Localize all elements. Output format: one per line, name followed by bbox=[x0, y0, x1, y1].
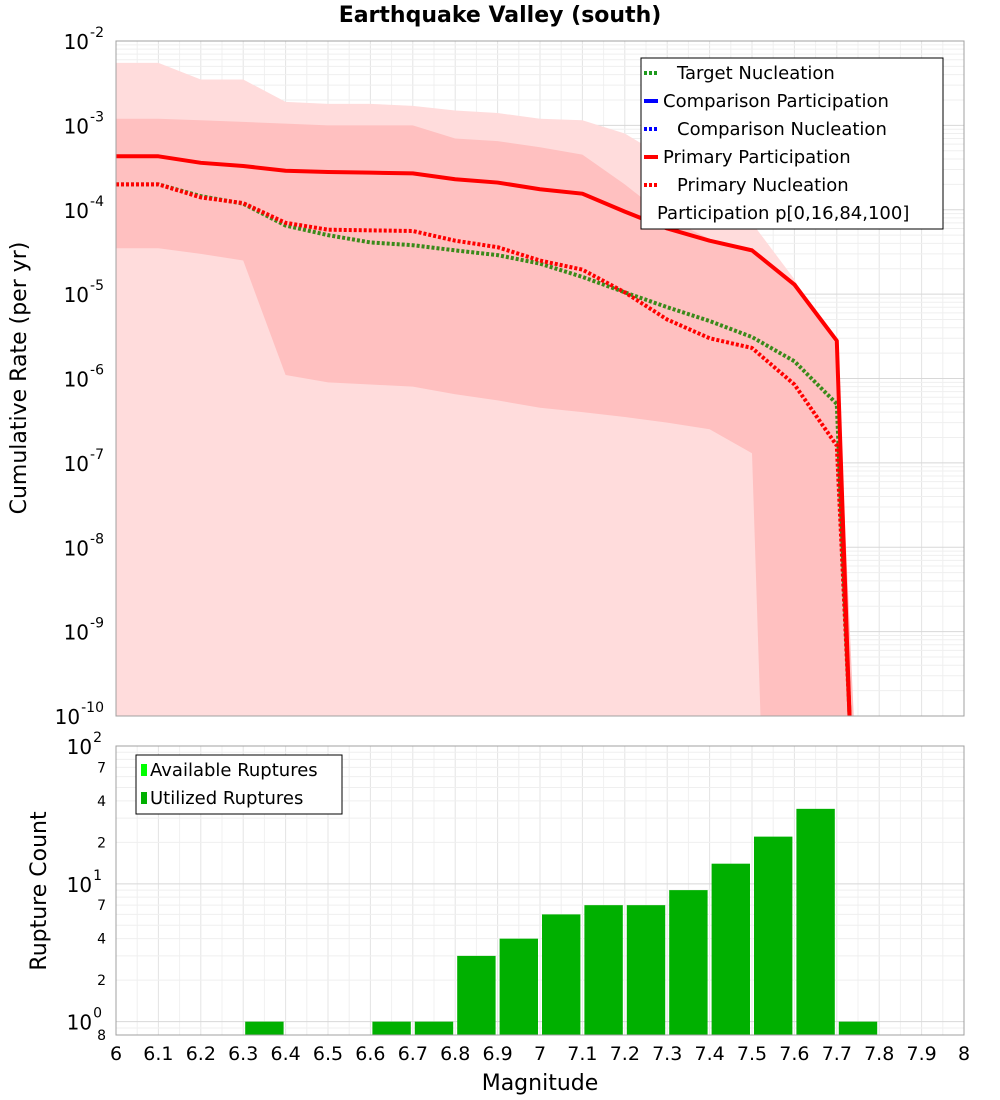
y-minor-tick-label: 2 bbox=[97, 973, 106, 989]
count-legend: Available Ruptures Utilized Ruptures bbox=[135, 754, 343, 815]
bar bbox=[754, 836, 793, 1035]
count-y-ticks: 100 101 102 8 2 4 7 2 4 7 bbox=[67, 730, 106, 1044]
y-tick-label: 10-9 bbox=[64, 616, 104, 645]
legend-label: Primary Nucleation bbox=[677, 175, 849, 196]
rate-y-ticks: 10-2 10-3 10-4 10-5 10-6 10-7 10-8 10-9 10-10 bbox=[55, 25, 104, 729]
band-p16-p84 bbox=[116, 118, 854, 716]
x-tick-label: 6.5 bbox=[313, 1043, 343, 1065]
legend-label: Utilized Ruptures bbox=[150, 788, 303, 809]
bar bbox=[372, 1021, 411, 1035]
x-tick-label: 6.4 bbox=[270, 1043, 300, 1065]
y-minor-tick-label: 4 bbox=[97, 932, 106, 948]
y-tick-label: 102 bbox=[67, 730, 102, 759]
x-tick-label: 7.7 bbox=[822, 1043, 852, 1065]
x-tick-label: 7.6 bbox=[779, 1043, 809, 1065]
y-tick-label: 10-4 bbox=[64, 194, 105, 223]
legend-label: Primary Participation bbox=[663, 147, 851, 168]
rate-legend: Target Nucleation Comparison Participatio… bbox=[640, 57, 944, 230]
bar bbox=[499, 938, 538, 1035]
count-y-label: Rupture Count bbox=[27, 811, 52, 971]
bar bbox=[711, 863, 750, 1035]
y-minor-tick-label: 4 bbox=[97, 794, 106, 810]
x-tick-label: 6.7 bbox=[398, 1043, 428, 1065]
bar bbox=[542, 914, 581, 1035]
count-plot-frame bbox=[115, 745, 965, 1036]
x-tick-label: 7 bbox=[534, 1043, 546, 1065]
rate-lines bbox=[116, 154, 852, 717]
x-tick-label: 6.8 bbox=[440, 1043, 470, 1065]
count-bars bbox=[245, 808, 878, 1035]
bar bbox=[414, 1021, 454, 1035]
y-minor-tick-label: 7 bbox=[97, 760, 106, 776]
x-tick-label: 6.9 bbox=[482, 1043, 512, 1065]
bar bbox=[838, 1021, 878, 1035]
rate-y-label: Cumulative Rate (per yr) bbox=[7, 242, 32, 515]
bar bbox=[796, 808, 835, 1035]
bar bbox=[669, 890, 708, 1035]
x-tick-label: 7.8 bbox=[864, 1043, 894, 1065]
legend-label: Comparison Nucleation bbox=[677, 119, 887, 140]
y-tick-label: 10-6 bbox=[64, 363, 105, 392]
x-tick-label: 7.4 bbox=[694, 1043, 724, 1065]
series-target-nucleation bbox=[116, 182, 852, 717]
x-tick-label: 7.9 bbox=[906, 1043, 936, 1065]
bar bbox=[245, 1021, 284, 1035]
y-minor-tick-label: 7 bbox=[97, 898, 106, 914]
chart-title: Earthquake Valley (south) bbox=[339, 3, 662, 28]
bar bbox=[584, 905, 623, 1035]
y-tick-label: 10-7 bbox=[64, 447, 104, 476]
bar bbox=[626, 905, 666, 1035]
y-tick-label: 10-2 bbox=[64, 25, 104, 54]
rate-plot: 10-2 10-3 10-4 10-5 10-6 10-7 10-8 10-9 10-10 Cu… bbox=[7, 25, 965, 729]
series-primary-nucleation bbox=[116, 182, 852, 717]
rate-plot-frame bbox=[115, 40, 965, 717]
x-tick-label: 8 bbox=[958, 1043, 970, 1065]
y-tick-label: 100 bbox=[67, 1006, 102, 1035]
legend-box bbox=[135, 754, 343, 815]
x-tick-label: 7.2 bbox=[610, 1043, 640, 1065]
legend-label: Comparison Participation bbox=[663, 91, 889, 112]
legend-box bbox=[640, 57, 944, 230]
magnitude-x-label: Magnitude bbox=[482, 1071, 599, 1096]
x-tick-label: 6.2 bbox=[186, 1043, 216, 1065]
y-minor-tick-label: 8 bbox=[97, 1028, 106, 1044]
y-tick-label: 101 bbox=[67, 868, 102, 897]
legend-swatch bbox=[141, 792, 147, 804]
x-tick-label: 6 bbox=[110, 1043, 122, 1065]
x-tick-label: 7.3 bbox=[652, 1043, 682, 1065]
magnitude-x-ticks: 6 6.1 6.2 6.3 6.4 6.5 6.6 6.7 6.8 6.9 7 7.1 7.2 7.3 7.… bbox=[110, 1043, 970, 1065]
y-tick-label: 10-8 bbox=[64, 531, 104, 560]
x-tick-label: 6.1 bbox=[143, 1043, 173, 1065]
series-primary-participation bbox=[116, 154, 852, 717]
y-tick-label: 10-3 bbox=[64, 109, 104, 138]
y-tick-label: 10-5 bbox=[64, 278, 104, 307]
legend-label: Participation p[0,16,84,100] bbox=[657, 203, 909, 224]
y-tick-label: 10-10 bbox=[55, 700, 104, 729]
x-tick-label: 6.3 bbox=[228, 1043, 258, 1065]
x-tick-label: 7.1 bbox=[567, 1043, 597, 1065]
legend-label: Available Ruptures bbox=[150, 760, 318, 781]
y-minor-tick-label: 2 bbox=[97, 835, 106, 851]
bar bbox=[457, 955, 496, 1035]
legend-swatch bbox=[141, 764, 147, 776]
x-tick-label: 7.5 bbox=[737, 1043, 767, 1065]
x-tick-label: 6.6 bbox=[355, 1043, 385, 1065]
legend-label: Target Nucleation bbox=[676, 63, 835, 84]
